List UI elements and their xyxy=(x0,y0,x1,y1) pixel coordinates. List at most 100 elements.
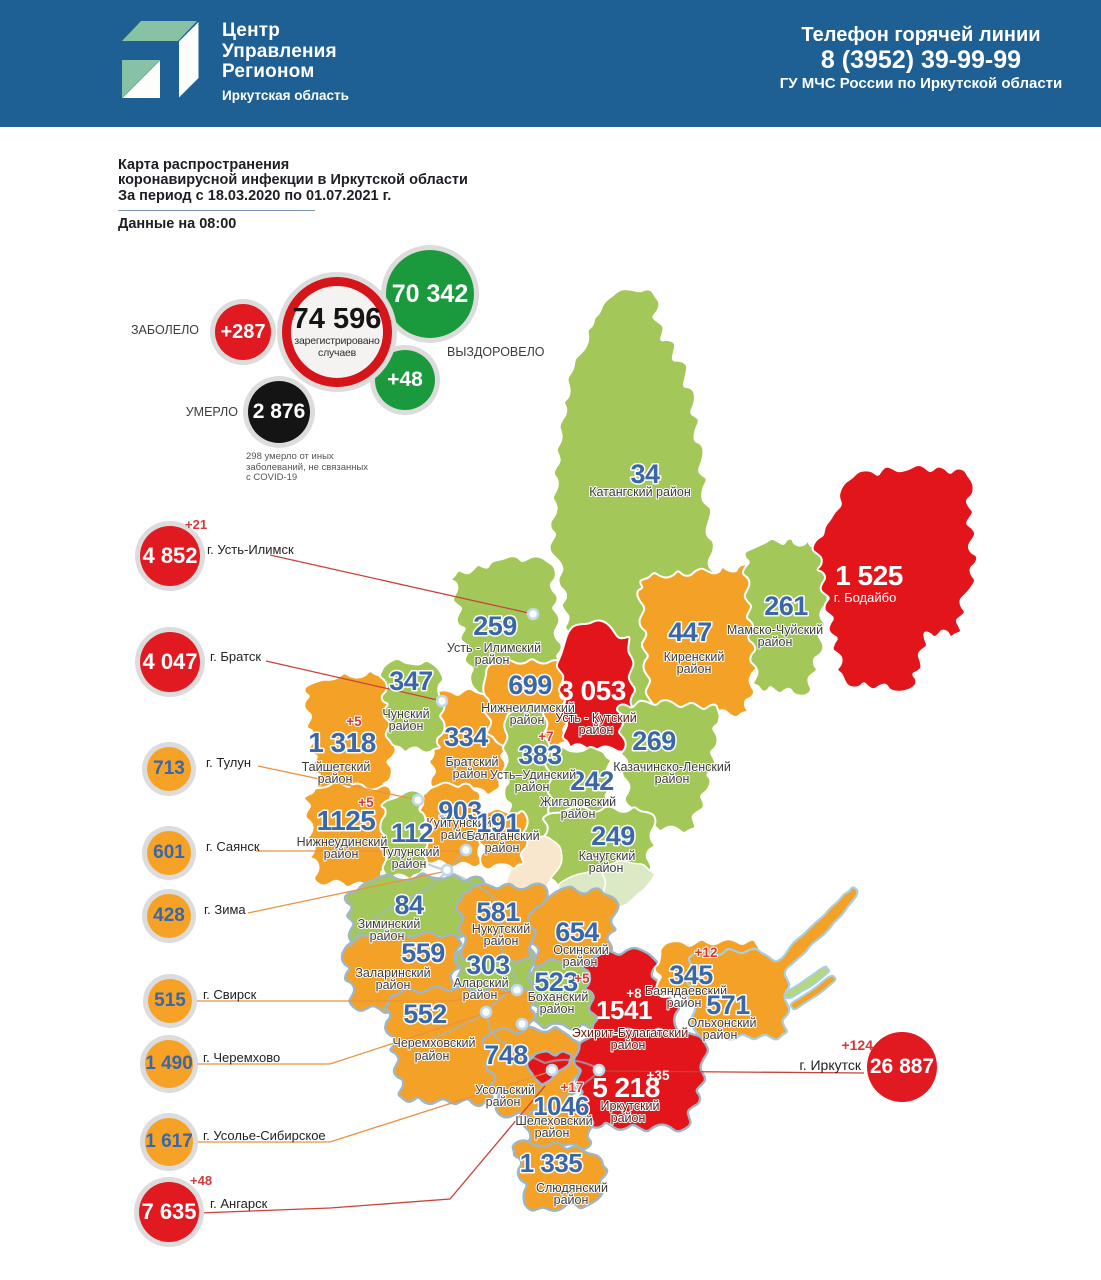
svg-text:район: район xyxy=(370,929,405,943)
svg-text:район: район xyxy=(515,780,550,794)
svg-text:Слюдянский: Слюдянский xyxy=(536,1181,608,1195)
svg-text:112: 112 xyxy=(391,818,433,848)
svg-text:303: 303 xyxy=(466,950,510,980)
svg-text:Балаганский: Балаганский xyxy=(466,829,539,843)
svg-text:+17: +17 xyxy=(561,1080,584,1095)
svg-text:Заларинский: Заларинский xyxy=(355,966,430,980)
svg-text:район: район xyxy=(655,772,690,786)
svg-text:район: район xyxy=(484,934,519,948)
svg-text:район: район xyxy=(579,723,614,737)
svg-text:Чунский: Чунский xyxy=(382,707,429,721)
svg-text:Боханский: Боханский xyxy=(528,990,589,1004)
svg-text:район: район xyxy=(561,807,596,821)
svg-text:район: район xyxy=(318,772,353,786)
svg-text:34: 34 xyxy=(630,459,660,489)
svg-text:1541: 1541 xyxy=(596,995,652,1025)
svg-text:3 053: 3 053 xyxy=(558,675,626,706)
svg-text:345: 345 xyxy=(669,960,713,990)
svg-text:район: район xyxy=(554,1193,589,1207)
svg-text:Катангский район: Катангский район xyxy=(589,485,691,499)
svg-text:Шелеховский: Шелеховский xyxy=(515,1114,592,1128)
svg-text:район: район xyxy=(486,1095,521,1109)
svg-text:район: район xyxy=(475,653,510,667)
svg-text:район: район xyxy=(589,861,624,875)
svg-text:559: 559 xyxy=(401,938,445,968)
svg-text:район: район xyxy=(324,847,359,861)
svg-text:г. Бодайбо: г. Бодайбо xyxy=(834,590,897,605)
svg-text:Киренский: Киренский xyxy=(664,650,725,664)
svg-text:район: район xyxy=(389,719,424,733)
svg-text:Усольский: Усольский xyxy=(475,1083,535,1097)
svg-text:447: 447 xyxy=(668,617,712,647)
svg-text:Качугский: Качугский xyxy=(579,849,636,863)
svg-text:район: район xyxy=(611,1038,646,1052)
svg-text:383: 383 xyxy=(518,740,562,770)
svg-text:347: 347 xyxy=(389,666,433,696)
svg-text:Братский: Братский xyxy=(445,755,498,769)
svg-text:903: 903 xyxy=(438,796,482,826)
svg-text:район: район xyxy=(415,1049,450,1063)
svg-text:242: 242 xyxy=(570,766,614,796)
svg-text:район: район xyxy=(463,988,498,1002)
svg-text:699: 699 xyxy=(508,670,552,700)
svg-text:1046: 1046 xyxy=(533,1091,589,1121)
svg-text:район: район xyxy=(667,996,702,1010)
svg-text:+35: +35 xyxy=(647,1068,670,1083)
svg-text:+5: +5 xyxy=(358,795,374,810)
svg-text:Нижнеудинский: Нижнеудинский xyxy=(297,835,388,849)
svg-text:Казачинско-Ленский: Казачинско-Ленский xyxy=(613,760,731,774)
svg-text:Усть - Кутский: Усть - Кутский xyxy=(555,711,637,725)
svg-text:Эхирит-Булагатский: Эхирит-Булагатский xyxy=(572,1026,688,1040)
svg-text:Тулунский: Тулунский xyxy=(380,845,439,859)
svg-text:Мамско-Чуйский: Мамско-Чуйский xyxy=(727,623,823,637)
svg-text:654: 654 xyxy=(555,917,599,947)
svg-text:249: 249 xyxy=(591,821,635,851)
svg-text:район: район xyxy=(703,1028,738,1042)
svg-text:1125: 1125 xyxy=(317,805,376,836)
svg-text:район: район xyxy=(535,1126,570,1140)
svg-text:+8: +8 xyxy=(626,986,642,1001)
svg-text:район: район xyxy=(563,955,598,969)
svg-text:район: район xyxy=(453,767,488,781)
svg-text:261: 261 xyxy=(764,591,808,621)
svg-text:Ольхонский: Ольхонский xyxy=(687,1016,756,1030)
svg-text:191: 191 xyxy=(476,808,520,838)
svg-text:Нукутский: Нукутский xyxy=(472,922,530,936)
svg-text:Тайшетский: Тайшетский xyxy=(302,760,371,774)
svg-text:1 525: 1 525 xyxy=(835,560,903,591)
svg-text:84: 84 xyxy=(394,890,424,920)
svg-text:район: район xyxy=(611,1111,646,1125)
svg-text:Усть - Илимский: Усть - Илимский xyxy=(447,641,541,655)
svg-text:Черемховский: Черемховский xyxy=(392,1036,475,1050)
svg-text:район: район xyxy=(510,713,545,727)
svg-text:5 218: 5 218 xyxy=(592,1072,660,1103)
svg-text:571: 571 xyxy=(706,990,750,1020)
svg-text:Куйтунский: Куйтунский xyxy=(426,816,491,830)
svg-text:Аларский: Аларский xyxy=(453,976,508,990)
svg-text:Нижнеилимский: Нижнеилимский xyxy=(481,701,575,715)
svg-text:269: 269 xyxy=(632,726,676,756)
svg-text:Жигаловский: Жигаловский xyxy=(540,795,616,809)
svg-text:+12: +12 xyxy=(695,945,718,960)
svg-text:+5: +5 xyxy=(574,971,590,986)
svg-text:Иркутский: Иркутский xyxy=(600,1099,659,1113)
svg-text:Зиминский: Зиминский xyxy=(358,917,421,931)
svg-text:581: 581 xyxy=(476,897,520,927)
svg-text:район: район xyxy=(758,635,793,649)
svg-text:552: 552 xyxy=(403,999,447,1029)
svg-text:Усть–Удинский: Усть–Удинский xyxy=(490,768,576,782)
svg-text:район: район xyxy=(376,978,411,992)
svg-text:район: район xyxy=(677,662,712,676)
svg-text:район: район xyxy=(485,841,520,855)
svg-text:район: район xyxy=(441,828,476,842)
svg-text:Осинский: Осинский xyxy=(553,943,609,957)
svg-text:+7: +7 xyxy=(538,729,553,744)
svg-text:+5: +5 xyxy=(346,714,362,729)
svg-text:334: 334 xyxy=(444,722,488,752)
svg-text:259: 259 xyxy=(473,611,517,641)
svg-text:1 318: 1 318 xyxy=(308,727,376,758)
svg-text:523: 523 xyxy=(534,967,578,997)
svg-text:район: район xyxy=(392,857,427,871)
svg-text:1 335: 1 335 xyxy=(520,1148,583,1178)
svg-text:Баяндаевский: Баяндаевский xyxy=(645,984,727,998)
